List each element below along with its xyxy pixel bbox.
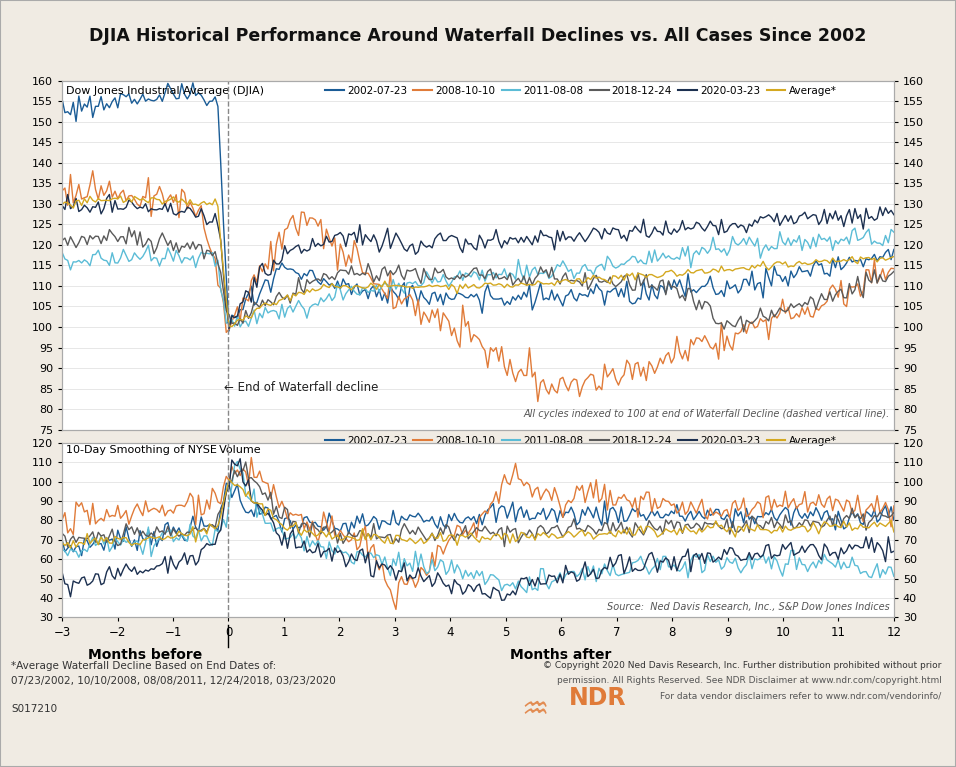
Text: Source:  Ned Davis Research, Inc., S&P Dow Jones Indices: Source: Ned Davis Research, Inc., S&P Do… xyxy=(607,602,890,612)
Text: *Average Waterfall Decline Based on End Dates of:: *Average Waterfall Decline Based on End … xyxy=(11,661,276,671)
Text: permission. All Rights Reserved. See NDR Disclaimer at www.ndr.com/copyright.htm: permission. All Rights Reserved. See NDR… xyxy=(556,676,942,686)
Text: NDR: NDR xyxy=(569,686,626,710)
Text: 10-Day Smoothing of NYSE Volume: 10-Day Smoothing of NYSE Volume xyxy=(66,446,261,456)
Text: Dow Jones Industrial Average (DJIA): Dow Jones Industrial Average (DJIA) xyxy=(66,86,264,96)
Text: ← End of Waterfall decline: ← End of Waterfall decline xyxy=(225,381,379,394)
Text: © Copyright 2020 Ned Davis Research, Inc. Further distribution prohibited withou: © Copyright 2020 Ned Davis Research, Inc… xyxy=(543,661,942,670)
Text: For data vendor disclaimers refer to www.ndr.com/vendorinfo/: For data vendor disclaimers refer to www… xyxy=(661,692,942,701)
Text: DJIA Historical Performance Around Waterfall Declines vs. All Cases Since 2002: DJIA Historical Performance Around Water… xyxy=(89,27,867,44)
Legend: 2002-07-23, 2008-10-10, 2011-08-08, 2018-12-24, 2020-03-23, Average*: 2002-07-23, 2008-10-10, 2011-08-08, 2018… xyxy=(325,86,836,96)
Text: ♒: ♒ xyxy=(522,696,549,726)
Legend: 2002-07-23, 2008-10-10, 2011-08-08, 2018-12-24, 2020-03-23, Average*: 2002-07-23, 2008-10-10, 2011-08-08, 2018… xyxy=(325,436,836,446)
Text: All cycles indexed to 100 at end of Waterfall Decline (dashed vertical line).: All cycles indexed to 100 at end of Wate… xyxy=(524,410,890,420)
Text: 07/23/2002, 10/10/2008, 08/08/2011, 12/24/2018, 03/23/2020: 07/23/2002, 10/10/2008, 08/08/2011, 12/2… xyxy=(11,676,337,686)
Text: S017210: S017210 xyxy=(11,704,57,714)
Text: Months before: Months before xyxy=(88,648,203,662)
Text: Months after: Months after xyxy=(511,648,612,662)
